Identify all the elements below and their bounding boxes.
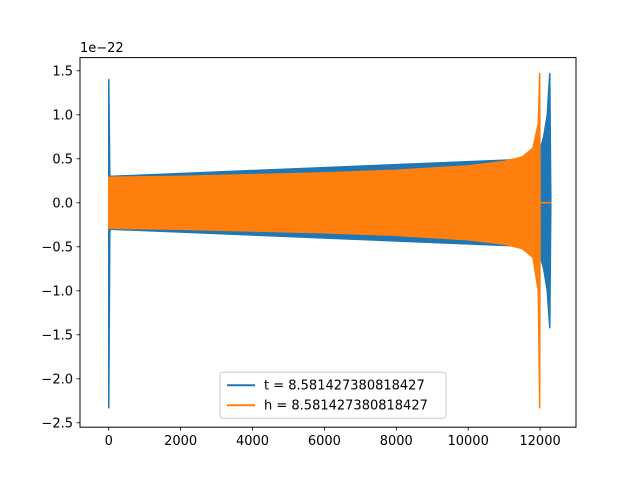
legend-label-1: h = 8.581427380818427 [264, 399, 428, 414]
y-tick-label: −1.0 [41, 284, 73, 299]
legend-label-0: t = 8.581427380818427 [264, 379, 425, 394]
legend-box [219, 371, 447, 419]
x-tick-label: 4000 [236, 434, 269, 449]
y-offset-text: 1e−22 [80, 41, 124, 56]
x-tick-label: 12000 [519, 434, 560, 449]
y-tick-label: 0.5 [52, 152, 73, 167]
x-tick-label: 8000 [380, 434, 413, 449]
x-tick-label: 10000 [447, 434, 488, 449]
y-tick-label: 1.0 [52, 108, 73, 123]
axes-frame [79, 57, 577, 428]
series-1-line [108, 72, 552, 409]
plot-area [108, 72, 552, 409]
x-tick-label: 0 [105, 434, 113, 449]
y-tick-label: −2.0 [41, 372, 73, 387]
y-tick-label: 1.5 [52, 64, 73, 79]
x-tick-label: 2000 [164, 434, 197, 449]
y-tick-label: −1.5 [41, 328, 73, 343]
x-tick-label: 6000 [308, 434, 341, 449]
legend: t = 8.581427380818427 h = 8.5814273808184… [219, 371, 447, 419]
y-tick-label: −2.5 [41, 416, 73, 431]
y-tick-label: 0.0 [52, 196, 73, 211]
axis-ticks: 0 2000 4000 6000 8000 10000 12000 −2.5 −2.0 −1.5 −… [41, 64, 560, 449]
y-tick-label: −0.5 [41, 240, 73, 255]
